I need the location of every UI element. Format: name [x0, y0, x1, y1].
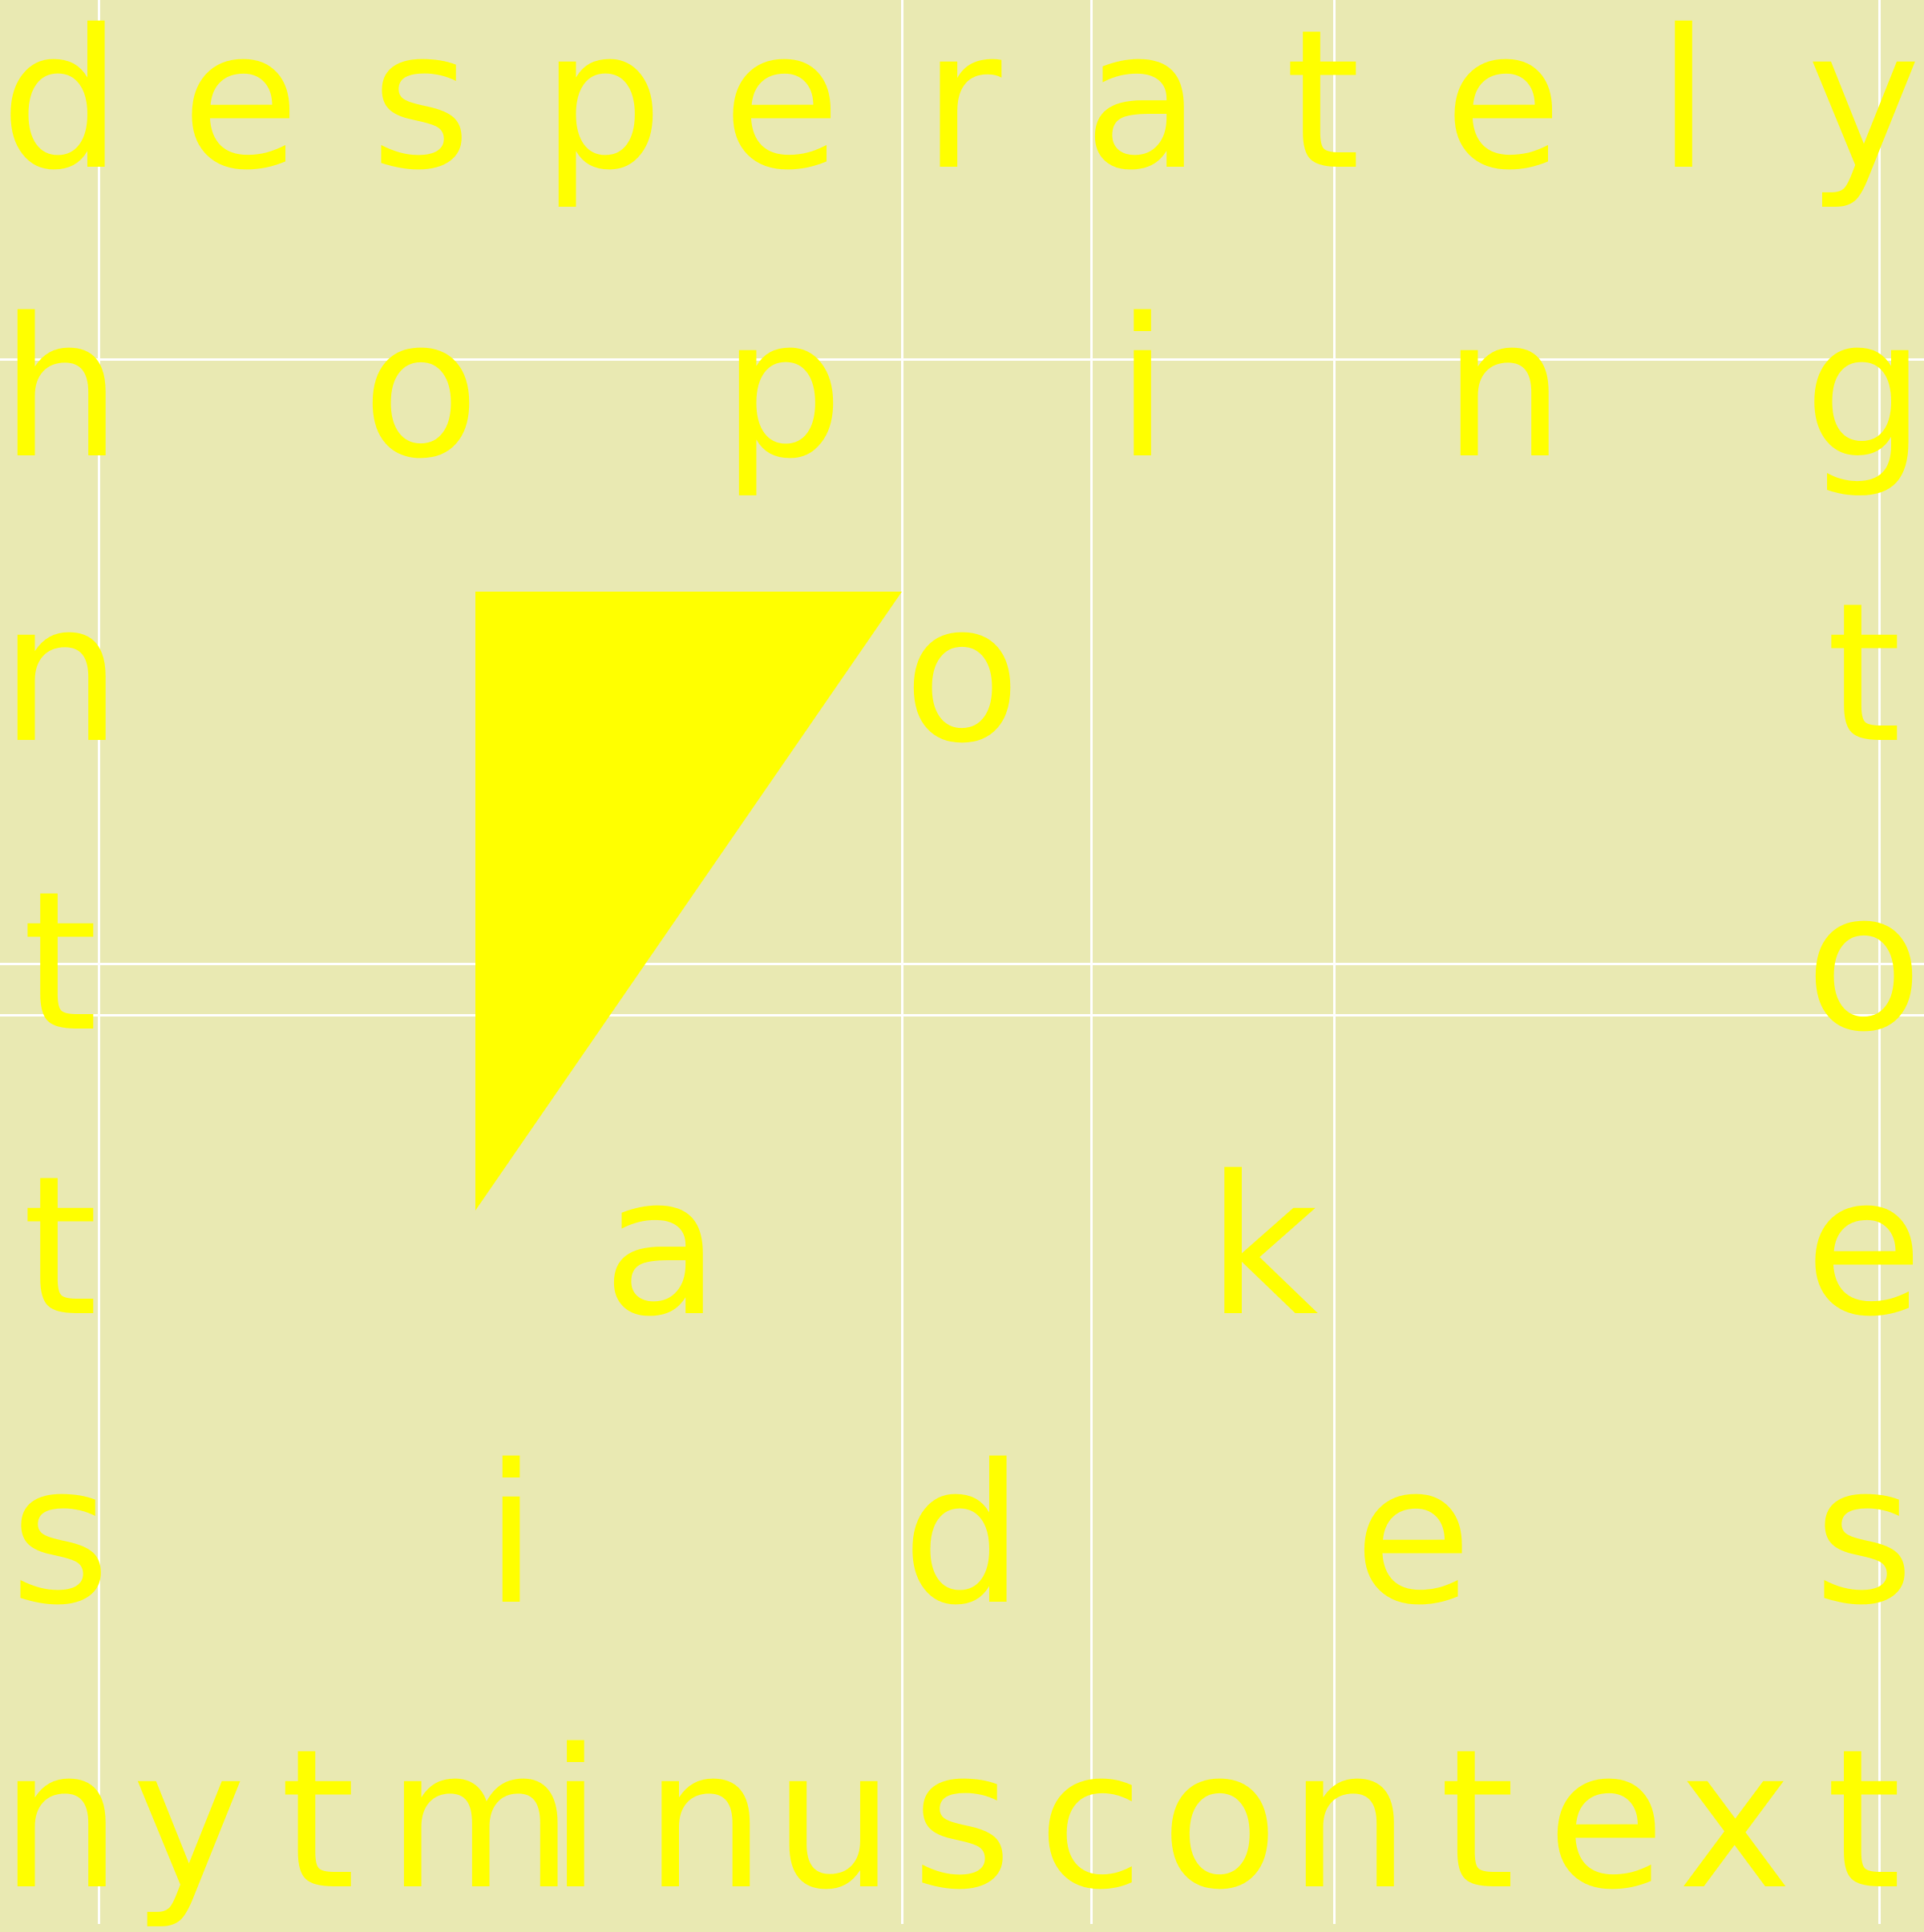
letter: y — [131, 1708, 246, 1932]
grid-line-h2 — [0, 963, 1924, 965]
letter: s — [911, 1708, 1013, 1932]
grid-line-v4 — [1333, 0, 1336, 1924]
letter: x — [1678, 1708, 1793, 1932]
letter: g — [1804, 277, 1924, 501]
letter: t — [1284, 0, 1361, 212]
letter: n — [1288, 1708, 1411, 1932]
letter: t — [280, 1708, 356, 1932]
letter: n — [644, 1708, 766, 1932]
letter: s — [370, 0, 471, 212]
letter: i — [1115, 277, 1170, 501]
letter: u — [773, 1708, 895, 1932]
letter: e — [1805, 1134, 1923, 1359]
letter: s — [1813, 1423, 1914, 1647]
letter: h — [0, 277, 123, 501]
letter: t — [22, 850, 99, 1074]
letter: o — [903, 561, 1021, 786]
letter: o — [362, 277, 480, 501]
letter: k — [1207, 1134, 1319, 1359]
letter: e — [1444, 0, 1562, 212]
letter: o — [1160, 1708, 1279, 1932]
letter: l — [1656, 0, 1711, 212]
letter: n — [1443, 277, 1566, 501]
letter: a — [1083, 0, 1202, 212]
grid-line-h1 — [0, 358, 1924, 361]
letter: d — [0, 0, 123, 212]
grid-line-v2 — [901, 0, 903, 1924]
letter: i — [484, 1423, 538, 1647]
letter: n — [0, 1708, 123, 1932]
letter: t — [1825, 561, 1902, 786]
grid-line-v3 — [1090, 0, 1093, 1924]
letter: p — [722, 277, 844, 501]
letter: e — [1353, 1423, 1473, 1647]
letter: t — [1439, 1708, 1515, 1932]
letter: n — [0, 561, 123, 786]
letter: d — [902, 1423, 1025, 1647]
letter: i — [548, 1708, 603, 1932]
grid-line-h3 — [0, 1014, 1924, 1017]
letter: s — [10, 1423, 111, 1647]
letter: m — [386, 1708, 574, 1932]
letter: t — [22, 1134, 99, 1359]
letter: a — [602, 1134, 721, 1359]
letter: e — [181, 0, 300, 212]
letter: t — [1825, 1708, 1902, 1932]
letter: e — [722, 0, 841, 212]
grid-line-v5 — [1878, 0, 1881, 1924]
letter: y — [1806, 0, 1922, 212]
letter: r — [922, 0, 1002, 212]
letter: p — [541, 0, 664, 212]
letter: c — [1037, 1708, 1144, 1932]
letter: o — [1805, 850, 1923, 1074]
grid-line-v1 — [98, 0, 100, 1924]
letter: e — [1546, 1708, 1666, 1932]
